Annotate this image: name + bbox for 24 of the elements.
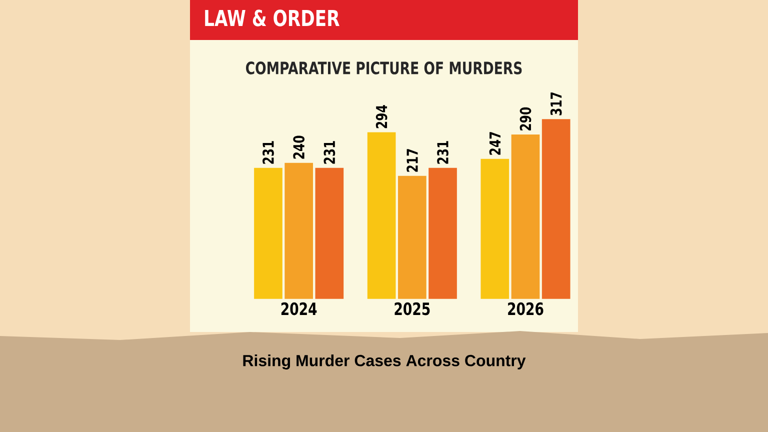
bar — [511, 134, 540, 299]
x-tick-label: 2025 — [394, 302, 430, 316]
data-label: 231 — [262, 141, 274, 164]
data-label: 294 — [376, 105, 388, 128]
data-label: 317 — [550, 92, 562, 116]
bar — [254, 168, 282, 299]
text: Rising Murder Cases Across Country — [243, 354, 526, 370]
data-label: 247 — [489, 132, 500, 155]
x-tick-label: 2024 — [281, 302, 317, 316]
bar — [367, 132, 396, 299]
x-tick-label: 2026 — [508, 302, 544, 316]
bar — [398, 176, 426, 299]
bar — [315, 168, 344, 299]
bar — [542, 119, 570, 299]
data-label: 231 — [437, 141, 448, 164]
chart-title: LAW & ORDER — [205, 10, 340, 26]
data-label: 240 — [293, 136, 305, 159]
bar — [284, 162, 313, 299]
data-label: 290 — [520, 107, 532, 130]
bar — [428, 168, 457, 299]
bar — [480, 158, 510, 299]
data-label: 231 — [324, 141, 336, 164]
data-label: 217 — [406, 149, 418, 172]
chart-subtitle: COMPARATIVE PICTURE OF MURDERS — [246, 62, 522, 74]
